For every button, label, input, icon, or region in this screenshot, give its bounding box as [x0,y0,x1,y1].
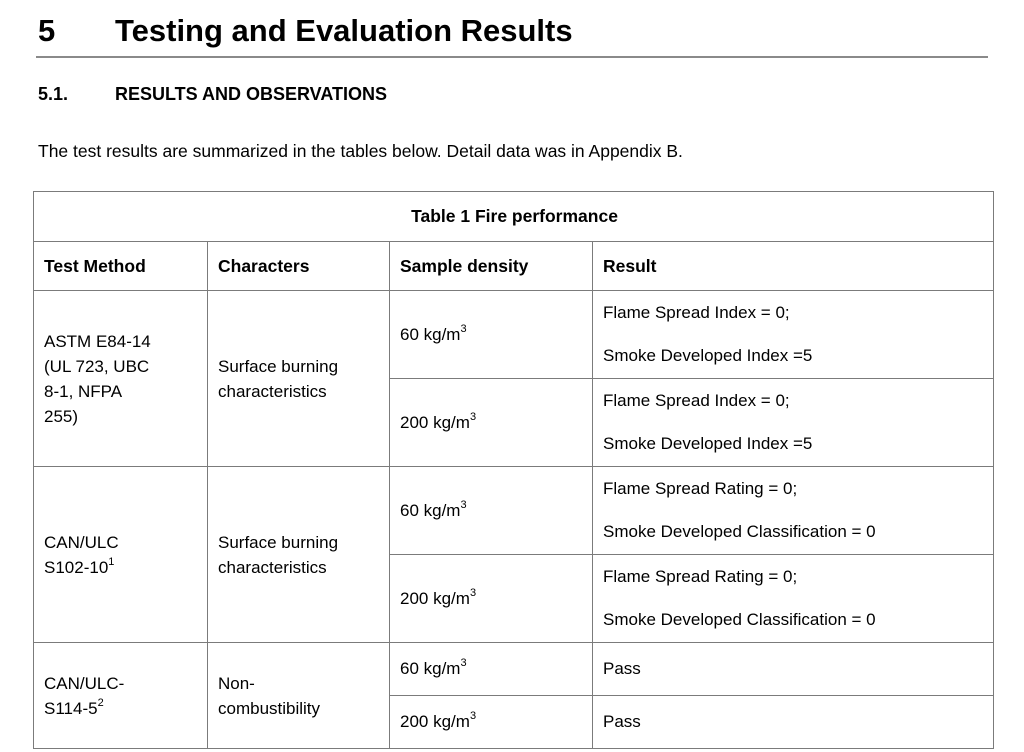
result-line: Smoke Developed Index =5 [603,434,813,453]
result-line: Smoke Developed Classification = 0 [603,522,876,541]
method-cell-canulc-s114: CAN/ULC- S114-52 [33,642,208,749]
density-value: 60 kg/m [400,500,461,520]
superscript: 3 [460,657,467,670]
result-cell: Flame Spread Rating = 0; Smoke Developed… [591,554,995,643]
density-value: 200 kg/m [400,412,470,432]
section-number: 5 [38,13,56,48]
col-header-sample-density: Sample density [389,241,593,291]
density-value: 60 kg/m [400,324,461,344]
table-row: CAN/ULC- S114-52 Non- combustibility 60 … [33,642,995,749]
footnote-superscript: 2 [97,696,104,709]
density-cell: 200 kg/m3 [389,554,593,643]
table-caption-row: Table 1 Fire performance [32,191,995,242]
result-line: Flame Spread Rating = 0; [603,479,798,498]
result-line: Flame Spread Index = 0; [603,303,790,322]
table-row: CAN/ULC S102-101 Surface burning charact… [33,466,995,643]
density-cell: 60 kg/m3 [389,466,593,555]
result-line: Pass [603,659,641,678]
superscript: 3 [469,586,477,599]
intro-paragraph: The test results are summarized in the t… [38,141,683,161]
table-row: 200 kg/m3 Flame Spread Index = 0; Smoke … [34,378,995,467]
result-line: Smoke Developed Classification = 0 [603,610,876,629]
method-cell-astm-e84: ASTM E84-14 (UL 723, UBC 8-1, NFPA 255) [33,290,208,467]
section-title: Testing and Evaluation Results [115,13,573,48]
table-row: 200 kg/m3 Pass [34,695,995,749]
table-header-row: Test Method Characters Sample density Re… [33,241,995,291]
method-cell-canulc-s102: CAN/ULC S102-101 [33,466,208,643]
method-text: CAN/ULC- S114-5 [44,673,125,718]
fire-performance-table: Table 1 Fire performance Test Method Cha… [32,191,995,749]
method-text: CAN/ULC S102-10 [44,532,119,577]
table-caption: Table 1 Fire performance [32,191,995,242]
density-value: 60 kg/m [400,659,461,678]
result-line: Pass [603,712,641,731]
superscript: 3 [469,710,477,723]
density-value: 200 kg/m [400,588,470,608]
density-cell: 200 kg/m3 [389,378,593,467]
density-value: 200 kg/m [400,712,470,731]
table-row: ASTM E84-14 (UL 723, UBC 8-1, NFPA 255) … [33,290,995,467]
superscript: 3 [460,498,467,511]
characters-text: Surface burning characteristics [218,532,339,577]
col-header-test-method: Test Method [33,241,208,291]
characters-cell: Non- combustibility [207,642,390,749]
density-cell: 60 kg/m3 [389,642,593,696]
method-text: ASTM E84-14 (UL 723, UBC 8-1, NFPA 255) [44,331,151,426]
col-header-characters: Characters [207,241,390,291]
characters-cell: Surface burning characteristics [207,290,390,467]
result-cell: Flame Spread Index = 0; Smoke Developed … [591,378,995,467]
section-heading: 5 Testing and Evaluation Results [33,13,993,49]
result-cell: Pass [591,695,995,749]
characters-text: Surface burning characteristics [218,356,339,401]
characters-cell: Surface burning characteristics [207,466,390,643]
table-row: 200 kg/m3 Flame Spread Rating = 0; Smoke… [34,554,995,643]
characters-text: Non- combustibility [218,673,321,718]
result-cell: Pass [591,642,995,696]
density-cell: 60 kg/m3 [389,290,593,379]
result-line: Smoke Developed Index =5 [603,346,813,365]
result-line: Flame Spread Index = 0; [603,391,790,410]
subsection-heading: 5.1. RESULTS AND OBSERVATIONS [33,84,993,105]
subsection-number: 5.1. [38,84,69,104]
footnote-superscript: 1 [108,555,115,568]
subsection-title: RESULTS AND OBSERVATIONS [115,84,388,104]
density-cell: 200 kg/m3 [389,695,593,749]
result-cell: Flame Spread Rating = 0; Smoke Developed… [591,466,995,555]
superscript: 3 [469,410,477,423]
result-cell: Flame Spread Index = 0; Smoke Developed … [591,290,995,379]
col-header-result: Result [591,241,995,291]
heading-rule [36,56,988,58]
superscript: 3 [460,322,467,335]
result-line: Flame Spread Rating = 0; [603,567,798,586]
